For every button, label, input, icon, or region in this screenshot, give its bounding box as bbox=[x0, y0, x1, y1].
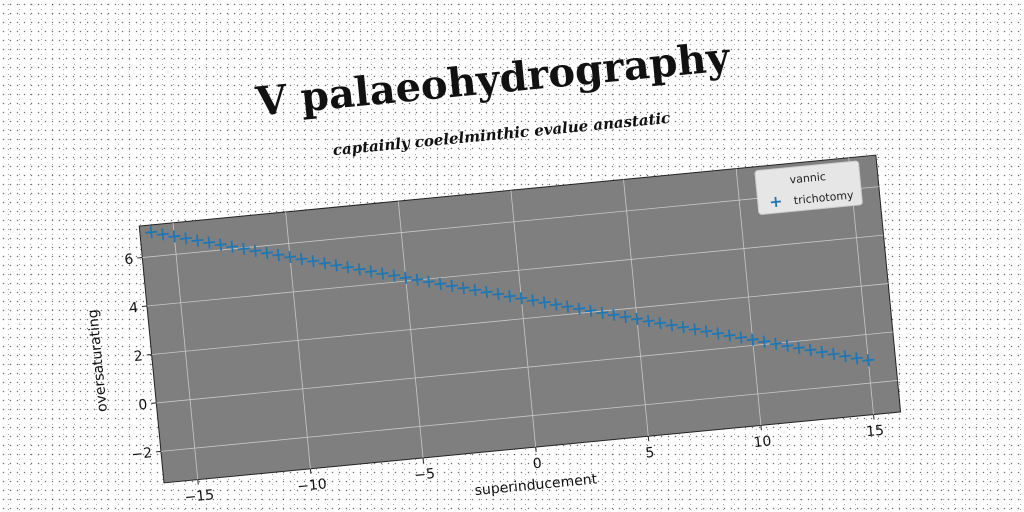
data-point bbox=[549, 298, 563, 311]
data-point bbox=[642, 314, 655, 328]
plot-group: −15 −10 −5 0 5 10 15 −2 0 2 4 6 superinducement ov… bbox=[85, 154, 902, 506]
data-point bbox=[515, 292, 528, 305]
data-point bbox=[781, 339, 794, 352]
data-point bbox=[295, 253, 308, 266]
data-point bbox=[700, 325, 713, 338]
x-tick-label: −10 bbox=[297, 476, 328, 495]
data-point bbox=[341, 261, 354, 274]
x-tick-label: 15 bbox=[866, 423, 885, 441]
data-point bbox=[145, 226, 158, 239]
data-point bbox=[283, 250, 297, 264]
x-axis-label: superinducement bbox=[474, 471, 598, 499]
legend-marker-plus bbox=[770, 196, 781, 207]
data-point bbox=[353, 263, 366, 276]
data-point bbox=[758, 335, 771, 348]
data-point bbox=[202, 236, 216, 249]
data-point bbox=[318, 257, 331, 270]
data-point bbox=[827, 348, 840, 361]
data-point bbox=[434, 277, 447, 290]
data-point bbox=[815, 345, 829, 359]
y-tick-label: 2 bbox=[133, 348, 143, 365]
data-point bbox=[191, 234, 204, 247]
y-tick-label: −2 bbox=[131, 445, 153, 463]
legend-title: vannic bbox=[789, 170, 826, 186]
x-tick-label: 10 bbox=[753, 433, 772, 451]
data-point bbox=[168, 230, 181, 243]
data-point bbox=[746, 333, 759, 346]
data-point bbox=[538, 296, 551, 309]
data-point bbox=[688, 323, 701, 336]
data-point bbox=[769, 337, 782, 350]
y-tick-label: 4 bbox=[128, 300, 138, 317]
x-tick-label: 5 bbox=[645, 445, 655, 462]
y-grid-line bbox=[160, 380, 898, 452]
legend-entry-trichotomy: trichotomy bbox=[793, 188, 854, 207]
data-point bbox=[804, 343, 817, 357]
data-point bbox=[735, 331, 748, 344]
data-point bbox=[677, 321, 690, 334]
data-point bbox=[492, 288, 505, 301]
y-tick-label: 6 bbox=[124, 251, 134, 268]
data-point bbox=[364, 265, 378, 278]
data-point bbox=[561, 300, 574, 313]
data-point bbox=[654, 317, 667, 330]
points-layer bbox=[145, 226, 875, 367]
data-point bbox=[226, 240, 239, 253]
data-point bbox=[619, 310, 632, 323]
x-tick-label: −15 bbox=[184, 487, 215, 506]
data-point bbox=[330, 259, 343, 272]
data-point bbox=[249, 244, 262, 257]
data-point bbox=[469, 284, 482, 297]
data-point bbox=[665, 319, 678, 332]
data-point bbox=[388, 269, 401, 282]
x-tick-layer: −15 −10 −5 0 5 10 15 bbox=[184, 414, 885, 506]
data-point bbox=[573, 302, 586, 315]
data-point bbox=[237, 242, 250, 255]
data-point bbox=[480, 286, 493, 299]
data-point bbox=[584, 304, 597, 317]
y-grid-line bbox=[142, 186, 879, 258]
data-point bbox=[607, 308, 620, 321]
data-point bbox=[630, 312, 644, 326]
data-point bbox=[399, 271, 412, 284]
y-axis-label: oversaturating bbox=[85, 309, 111, 413]
y-grid-line bbox=[146, 234, 884, 307]
data-point bbox=[457, 281, 470, 295]
data-point bbox=[839, 350, 852, 363]
x-tick-label: −5 bbox=[414, 466, 436, 484]
data-point bbox=[862, 354, 875, 367]
data-point bbox=[411, 273, 424, 286]
data-point bbox=[526, 294, 539, 307]
x-tick-label: 0 bbox=[532, 456, 542, 473]
legend-marker bbox=[770, 196, 781, 207]
data-point bbox=[214, 238, 227, 251]
data-point bbox=[376, 267, 389, 280]
data-point bbox=[711, 327, 725, 340]
data-point bbox=[179, 232, 192, 245]
y-grid-line bbox=[151, 283, 889, 355]
data-point bbox=[445, 279, 458, 292]
data-point bbox=[156, 228, 169, 241]
data-point bbox=[307, 255, 320, 268]
data-point bbox=[272, 248, 285, 262]
data-point bbox=[596, 306, 609, 319]
data-point bbox=[792, 341, 805, 354]
data-point bbox=[503, 290, 516, 303]
y-tick-label: 0 bbox=[138, 397, 148, 414]
data-point bbox=[260, 246, 273, 259]
legend-box bbox=[754, 160, 863, 215]
data-point bbox=[422, 275, 435, 288]
legend: vannic trichotomy bbox=[754, 160, 863, 215]
y-tick-layer: −2 0 2 4 6 bbox=[124, 251, 161, 463]
chart-subtitle: captainly coelelminthic evalue anastatic bbox=[332, 109, 671, 159]
data-point bbox=[850, 352, 863, 365]
data-point bbox=[723, 329, 736, 342]
